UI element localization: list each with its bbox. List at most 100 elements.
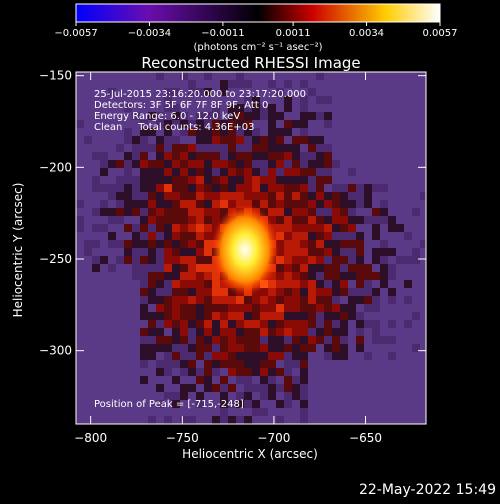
heatmap-cell bbox=[340, 240, 348, 248]
heatmap-cell bbox=[180, 400, 188, 408]
heatmap-cell bbox=[300, 160, 308, 168]
heatmap-cell bbox=[252, 168, 260, 176]
heatmap-cell bbox=[324, 128, 332, 136]
heatmap-cell bbox=[396, 256, 404, 264]
heatmap-cell bbox=[260, 200, 268, 208]
heatmap-cell bbox=[332, 272, 340, 280]
heatmap-cell bbox=[332, 264, 340, 272]
heatmap-cell bbox=[396, 120, 404, 128]
heatmap-cell bbox=[412, 200, 420, 208]
heatmap-cell bbox=[292, 368, 300, 376]
heatmap-cell bbox=[380, 136, 388, 144]
heatmap-cell bbox=[140, 200, 148, 208]
heatmap-cell bbox=[324, 344, 332, 352]
heatmap-cell bbox=[356, 96, 364, 104]
heatmap-cell bbox=[308, 416, 316, 424]
heatmap-cell bbox=[124, 240, 132, 248]
heatmap-cell bbox=[188, 288, 196, 296]
heatmap-cell bbox=[348, 304, 356, 312]
heatmap-cell bbox=[156, 240, 164, 248]
heatmap-cell bbox=[300, 248, 308, 256]
heatmap-cell bbox=[364, 384, 372, 392]
heatmap-cell bbox=[396, 352, 404, 360]
heatmap-cell bbox=[252, 72, 260, 80]
heatmap-cell bbox=[404, 392, 412, 400]
heatmap-cell bbox=[108, 256, 116, 264]
heatmap-cell bbox=[188, 224, 196, 232]
heatmap-cell bbox=[404, 408, 412, 416]
heatmap-cell bbox=[228, 416, 236, 424]
heatmap-cell bbox=[140, 352, 148, 360]
heatmap-cell bbox=[204, 200, 212, 208]
heatmap-cell bbox=[140, 232, 148, 240]
heatmap-cell bbox=[356, 240, 364, 248]
heatmap-cell bbox=[348, 416, 356, 424]
heatmap-cell bbox=[380, 168, 388, 176]
heatmap-cell bbox=[348, 248, 356, 256]
heatmap-cell bbox=[84, 392, 92, 400]
heatmap-cell bbox=[356, 408, 364, 416]
heatmap-cell bbox=[108, 112, 116, 120]
heatmap-cell bbox=[100, 112, 108, 120]
heatmap-cell bbox=[92, 96, 100, 104]
heatmap-cell bbox=[324, 72, 332, 80]
heatmap-cell bbox=[228, 144, 236, 152]
heatmap-cell bbox=[76, 192, 84, 200]
heatmap-cell bbox=[412, 328, 420, 336]
heatmap-cell bbox=[396, 136, 404, 144]
heatmap-cell bbox=[276, 304, 284, 312]
heatmap-cell bbox=[236, 392, 244, 400]
heatmap-cell bbox=[340, 344, 348, 352]
heatmap-cell bbox=[348, 288, 356, 296]
heatmap-cell bbox=[132, 176, 140, 184]
heatmap-cell bbox=[212, 104, 220, 112]
heatmap-cell bbox=[268, 88, 276, 96]
heatmap-cell bbox=[372, 344, 380, 352]
heatmap-cell bbox=[156, 280, 164, 288]
heatmap-cell bbox=[380, 72, 388, 80]
heatmap-cell bbox=[276, 248, 284, 256]
heatmap-cell bbox=[196, 144, 204, 152]
heatmap-cell bbox=[348, 168, 356, 176]
heatmap-cell bbox=[380, 256, 388, 264]
heatmap-cell bbox=[324, 216, 332, 224]
heatmap-cell bbox=[236, 320, 244, 328]
heatmap-cell bbox=[204, 224, 212, 232]
heatmap-cell bbox=[204, 152, 212, 160]
heatmap-cell bbox=[332, 96, 340, 104]
heatmap-cell bbox=[132, 72, 140, 80]
heatmap-cell bbox=[332, 192, 340, 200]
heatmap-cell bbox=[292, 240, 300, 248]
heatmap-cell bbox=[220, 400, 228, 408]
heatmap-cell bbox=[220, 72, 228, 80]
x-tick-label: −700 bbox=[257, 431, 290, 445]
heatmap-cell bbox=[156, 184, 164, 192]
heatmap-cell bbox=[124, 104, 132, 112]
heatmap-cell bbox=[292, 392, 300, 400]
heatmap-cell bbox=[140, 224, 148, 232]
heatmap-cell bbox=[404, 232, 412, 240]
heatmap-cell bbox=[260, 168, 268, 176]
heatmap-cell bbox=[220, 336, 228, 344]
heatmap-cell bbox=[340, 280, 348, 288]
heatmap-cell bbox=[92, 376, 100, 384]
heatmap-cell bbox=[276, 112, 284, 120]
heatmap-cell bbox=[292, 328, 300, 336]
heatmap-cell bbox=[76, 296, 84, 304]
heatmap-cell bbox=[252, 184, 260, 192]
heatmap-cell bbox=[76, 384, 84, 392]
heatmap-cell bbox=[372, 216, 380, 224]
heatmap-cell bbox=[188, 368, 196, 376]
heatmap-cell bbox=[420, 200, 426, 208]
heatmap-cell bbox=[324, 264, 332, 272]
heatmap-cell bbox=[380, 160, 388, 168]
heatmap-cell bbox=[356, 336, 364, 344]
heatmap-cell bbox=[212, 272, 220, 280]
heatmap-cell bbox=[324, 240, 332, 248]
heatmap-cell bbox=[420, 216, 426, 224]
heatmap-cell bbox=[172, 72, 180, 80]
heatmap-cell bbox=[148, 304, 156, 312]
heatmap-cell bbox=[300, 368, 308, 376]
heatmap-cell bbox=[196, 320, 204, 328]
heatmap-cell bbox=[356, 384, 364, 392]
